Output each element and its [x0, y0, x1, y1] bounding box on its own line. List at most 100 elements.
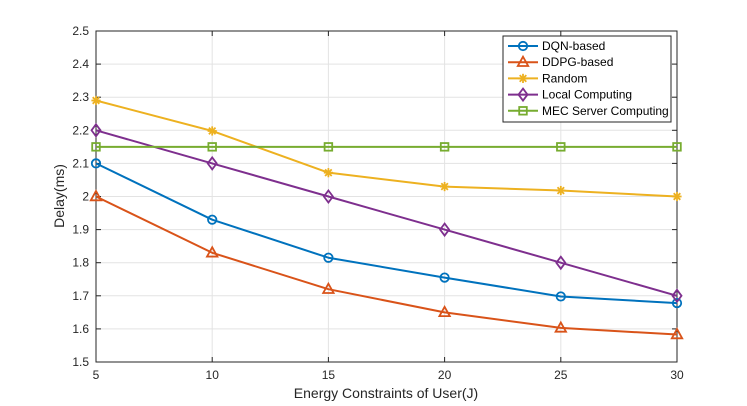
- marker-diamond: [517, 87, 529, 103]
- marker-circle: [323, 252, 334, 263]
- data-point: [91, 142, 101, 152]
- data-point: [555, 291, 566, 302]
- data-point: [321, 281, 336, 294]
- data-point: [672, 142, 682, 152]
- y-tick-label: 2.2: [72, 123, 89, 137]
- marker-circle: [517, 40, 529, 52]
- x-tick-label: 5: [93, 368, 100, 382]
- marker-square: [91, 142, 101, 152]
- legend: DQN-based DDPG-based Random Local Computing…: [502, 35, 672, 123]
- marker-triangle: [554, 320, 568, 333]
- series-line: [95, 129, 678, 297]
- marker-circle: [671, 297, 683, 309]
- x-axis-label: Energy Constraints of User(J): [294, 385, 478, 401]
- series-dqn-based: [90, 158, 683, 309]
- legend-label: MEC Server Computing: [542, 104, 669, 118]
- data-point: [207, 214, 218, 225]
- x-tick-label: 15: [322, 368, 336, 382]
- legend-marker: [518, 106, 528, 116]
- legend-entry: Local Computing: [508, 87, 632, 103]
- marker-triangle: [670, 327, 684, 340]
- series-line: [95, 195, 678, 336]
- x-tick-label: 30: [670, 368, 684, 382]
- series-mec-server-computing: [91, 142, 682, 152]
- marker-circle: [90, 158, 102, 169]
- marker-star-stroke: [208, 127, 217, 135]
- marker-triangle: [437, 305, 452, 318]
- marker-triangle: [321, 281, 336, 294]
- marker-diamond: [206, 155, 218, 171]
- y-tick-label: 1.9: [72, 223, 89, 237]
- marker-star-stroke: [673, 192, 681, 201]
- data-point: [438, 222, 451, 238]
- marker-star-stroke: [440, 182, 449, 191]
- marker-star-stroke: [324, 168, 333, 177]
- marker-square: [672, 142, 682, 152]
- data-point: [207, 126, 217, 136]
- marker-square: [518, 106, 528, 116]
- legend-label: Local Computing: [542, 88, 632, 102]
- data-point: [323, 142, 334, 152]
- marker-circle: [439, 272, 450, 283]
- marker-star-stroke: [556, 186, 565, 195]
- marker-square: [439, 142, 450, 152]
- marker-diamond: [90, 122, 102, 138]
- grid: [95, 30, 678, 363]
- legend-marker: [517, 40, 529, 52]
- marker-circle: [207, 214, 218, 225]
- y-axis-label: Delay(ms): [51, 164, 67, 228]
- marker-triangle: [205, 245, 219, 258]
- x-tick-label: 25: [554, 368, 568, 382]
- legend-label: DDPG-based: [542, 55, 613, 69]
- y-tick-label: 1.6: [72, 322, 89, 336]
- data-point: [207, 142, 217, 152]
- marker-triangle: [89, 189, 103, 202]
- legend-entry: Random: [508, 71, 587, 85]
- marker-triangle: [516, 54, 530, 67]
- marker-diamond: [438, 222, 451, 238]
- y-tick-label: 2: [82, 190, 89, 204]
- data-point: [323, 252, 334, 263]
- data-point: [670, 327, 684, 340]
- y-tick-label: 2.1: [72, 156, 89, 170]
- y-tick-label: 2.5: [72, 24, 89, 38]
- marker-diamond: [322, 189, 335, 204]
- marker-star-stroke: [92, 96, 100, 105]
- series-ddpg-based: [89, 189, 684, 340]
- data-point: [205, 245, 219, 258]
- legend-entry: DDPG-based: [508, 54, 613, 69]
- legend-entry: DQN-based: [508, 39, 605, 53]
- data-point: [671, 288, 683, 304]
- legend-label: DQN-based: [542, 39, 605, 53]
- axis-ticks: 5 10 15 20 25 30 1.5 1.6 1.7 1.8 1.9 2 2.1 2.2 2.3 2.4 2…: [72, 24, 684, 382]
- legend-marker: [517, 87, 529, 103]
- x-tick-label: 20: [438, 368, 452, 382]
- marker-circle: [555, 291, 566, 302]
- data-point: [89, 189, 103, 202]
- series-line: [95, 99, 678, 198]
- data-point: [439, 142, 450, 152]
- data-point: [91, 95, 101, 106]
- marker-star-stroke: [519, 74, 527, 83]
- data-point: [90, 122, 102, 138]
- data-point: [555, 255, 567, 271]
- marker-diamond: [671, 288, 683, 304]
- data-point: [671, 297, 683, 309]
- marker-diamond: [555, 255, 567, 271]
- x-tick-label: 10: [206, 368, 220, 382]
- data-point: [323, 168, 333, 178]
- data-point: [556, 185, 566, 196]
- y-tick-label: 2.4: [72, 57, 89, 71]
- legend-label: Random: [542, 71, 587, 85]
- legend-entry: MEC Server Computing: [508, 104, 669, 118]
- y-tick-label: 1.8: [72, 256, 89, 270]
- series-local-computing: [90, 122, 683, 304]
- data-point: [672, 191, 682, 202]
- legend-marker: [516, 54, 530, 67]
- marker-square: [323, 142, 334, 152]
- data-point: [439, 272, 450, 283]
- data-point: [206, 155, 218, 171]
- data-point: [554, 320, 568, 333]
- data-point: [556, 142, 566, 152]
